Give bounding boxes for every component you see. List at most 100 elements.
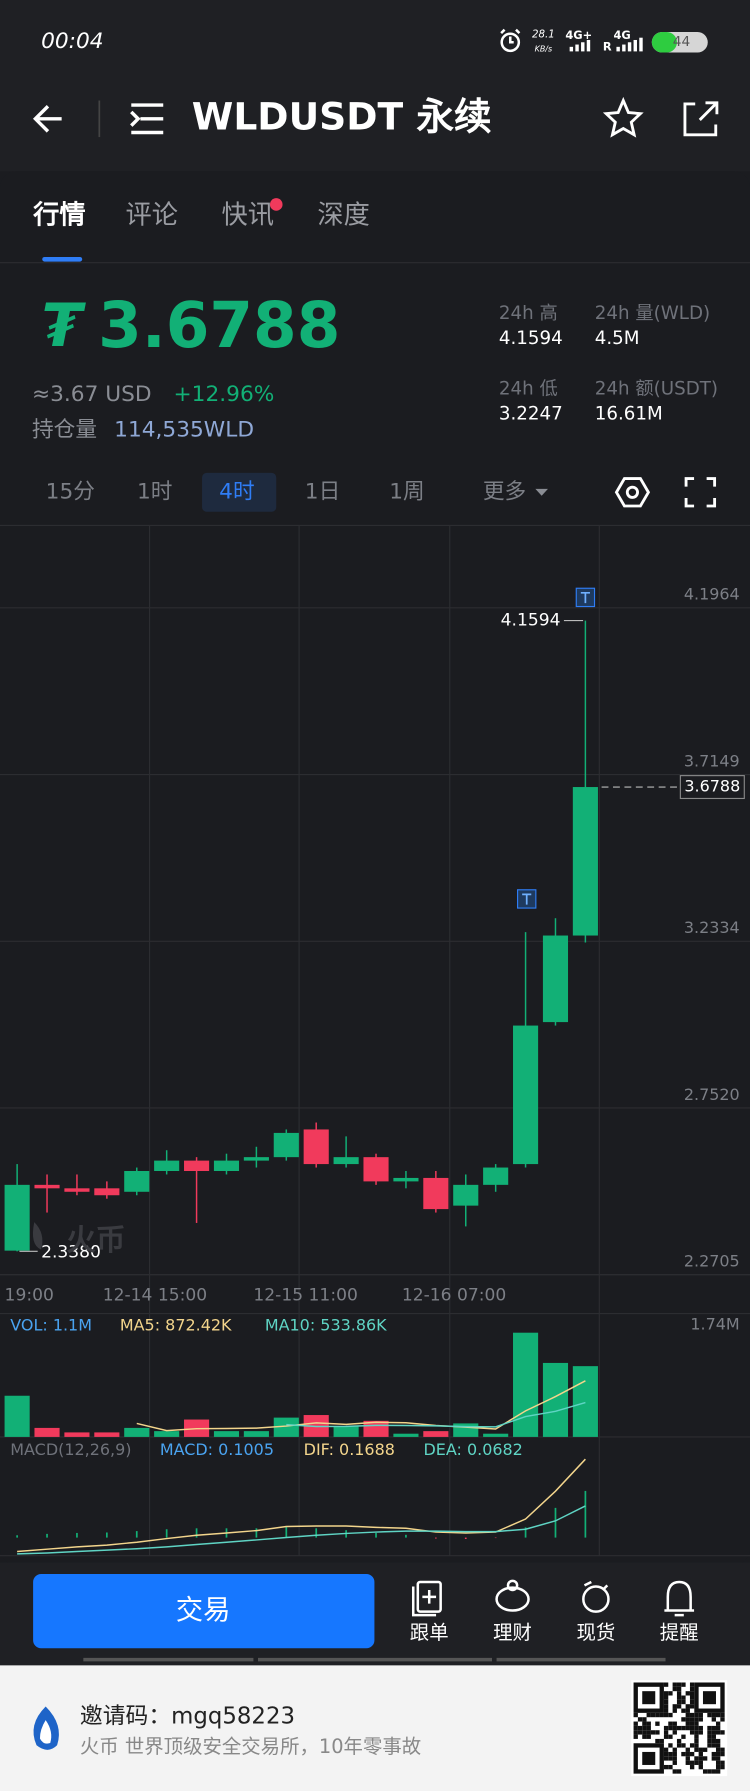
qr-module: [707, 1743, 712, 1748]
qr-module: [663, 1712, 669, 1718]
qr-module: [689, 1751, 695, 1757]
qr-module: [633, 1712, 638, 1718]
qr-module: [663, 1699, 669, 1705]
favorite-button[interactable]: [602, 96, 644, 138]
qr-module: [720, 1760, 725, 1765]
qr-module: [715, 1760, 721, 1765]
qr-module: [676, 1704, 682, 1709]
qr-module: [650, 1730, 656, 1735]
candle-body: [572, 787, 598, 936]
qr-module: [642, 1725, 647, 1731]
qr-module: [663, 1751, 669, 1757]
candle-body: [94, 1188, 120, 1196]
price-change: +12.96%: [174, 382, 275, 407]
vol-label: VOL: 1.1M: [10, 1316, 92, 1335]
interval[interactable]: 15分: [46, 479, 95, 504]
qr-module: [646, 1725, 651, 1731]
candle-body: [273, 1132, 299, 1158]
x-tick-label: 12-16 07:00: [402, 1285, 506, 1305]
qr-module: [655, 1712, 660, 1718]
qr-module: [637, 1725, 643, 1731]
qr-module: [672, 1760, 677, 1765]
watermark-logo: [32, 1222, 43, 1250]
qr-module: [663, 1756, 669, 1761]
qr-module: [702, 1747, 708, 1752]
qr-module: [694, 1743, 699, 1748]
candle-body: [4, 1184, 30, 1251]
watermark: 火币: [66, 1222, 125, 1257]
candle-body: [393, 1177, 419, 1182]
macd-title: MACD(12,26,9): [10, 1440, 131, 1459]
fullscreen-button[interactable]: [684, 477, 717, 508]
qr-module: [694, 1721, 699, 1726]
usd-price: ≈3.67 USD: [32, 382, 152, 407]
qr-module: [633, 1721, 638, 1726]
qr-module: [668, 1721, 673, 1726]
candle-body: [154, 1160, 180, 1172]
stat-value: 3.2247: [499, 404, 563, 425]
back-button[interactable]: [32, 105, 62, 133]
qr-module: [711, 1730, 716, 1735]
net-speed: 28.1: [532, 28, 555, 40]
oi-value: 114,535WLD: [114, 418, 254, 443]
candle-body: [333, 1157, 359, 1165]
volume-bar: [483, 1433, 509, 1437]
qr-module: [689, 1764, 695, 1770]
tab[interactable]: 快讯: [221, 200, 273, 230]
nav-icons: [411, 1579, 695, 1617]
qr-module: [694, 1738, 699, 1744]
interval[interactable]: 1日: [305, 479, 340, 504]
nav-item[interactable]: 理财: [493, 1621, 532, 1644]
stat-value: 16.61M: [595, 404, 663, 425]
nav-item[interactable]: 跟单: [410, 1621, 449, 1644]
stat-label: 24h 额(USDT): [595, 378, 718, 399]
qr-module: [698, 1725, 703, 1731]
tab[interactable]: 评论: [126, 200, 178, 230]
qr-module: [655, 1730, 660, 1735]
qr-module: [668, 1756, 673, 1761]
qr-module: [672, 1751, 677, 1757]
interval[interactable]: 1时: [137, 479, 172, 504]
legend-entry: DIF: 0.1688: [304, 1440, 395, 1459]
settings-button[interactable]: [614, 477, 651, 508]
candle-body: [184, 1160, 210, 1172]
qr-module: [681, 1695, 686, 1700]
candle-body: [483, 1167, 509, 1185]
qr-module: [668, 1764, 673, 1770]
qr-module: [702, 1769, 708, 1774]
menu-icon[interactable]: [130, 103, 164, 135]
qr-module: [681, 1699, 686, 1705]
qr-module: [715, 1747, 721, 1752]
tab[interactable]: 行情: [32, 199, 85, 230]
qr-module: [642, 1730, 647, 1735]
qr-module: [715, 1751, 721, 1757]
qr-code: [631, 1680, 728, 1777]
trade-button[interactable]: [33, 1573, 375, 1649]
tab[interactable]: 深度: [317, 200, 369, 230]
qr-finder-core: [702, 1691, 716, 1705]
qr-module: [689, 1760, 695, 1765]
interval[interactable]: 1周: [389, 479, 424, 504]
qr-module: [685, 1721, 690, 1726]
tether-icon: ₮: [41, 292, 86, 361]
candle-body: [423, 1177, 449, 1210]
qr-module: [694, 1747, 699, 1752]
nav-item[interactable]: 提醒: [660, 1621, 699, 1644]
volume-bar: [542, 1362, 569, 1437]
interval[interactable]: 4时: [219, 479, 254, 504]
qr-module: [676, 1686, 682, 1692]
share-button[interactable]: [683, 101, 719, 137]
qr-module: [707, 1730, 712, 1735]
qr-module: [659, 1738, 664, 1744]
interval[interactable]: 更多: [483, 479, 526, 504]
qr-module: [689, 1699, 695, 1705]
trade-button-label[interactable]: 交易: [176, 1595, 231, 1626]
qr-module: [633, 1725, 638, 1731]
candle-body: [213, 1160, 240, 1172]
candle-body: [243, 1157, 269, 1161]
indicator-line: [136, 1380, 586, 1432]
qr-module: [720, 1717, 725, 1722]
candle-body: [303, 1129, 329, 1165]
qr-module: [694, 1734, 699, 1739]
nav-item[interactable]: 现货: [576, 1621, 615, 1644]
